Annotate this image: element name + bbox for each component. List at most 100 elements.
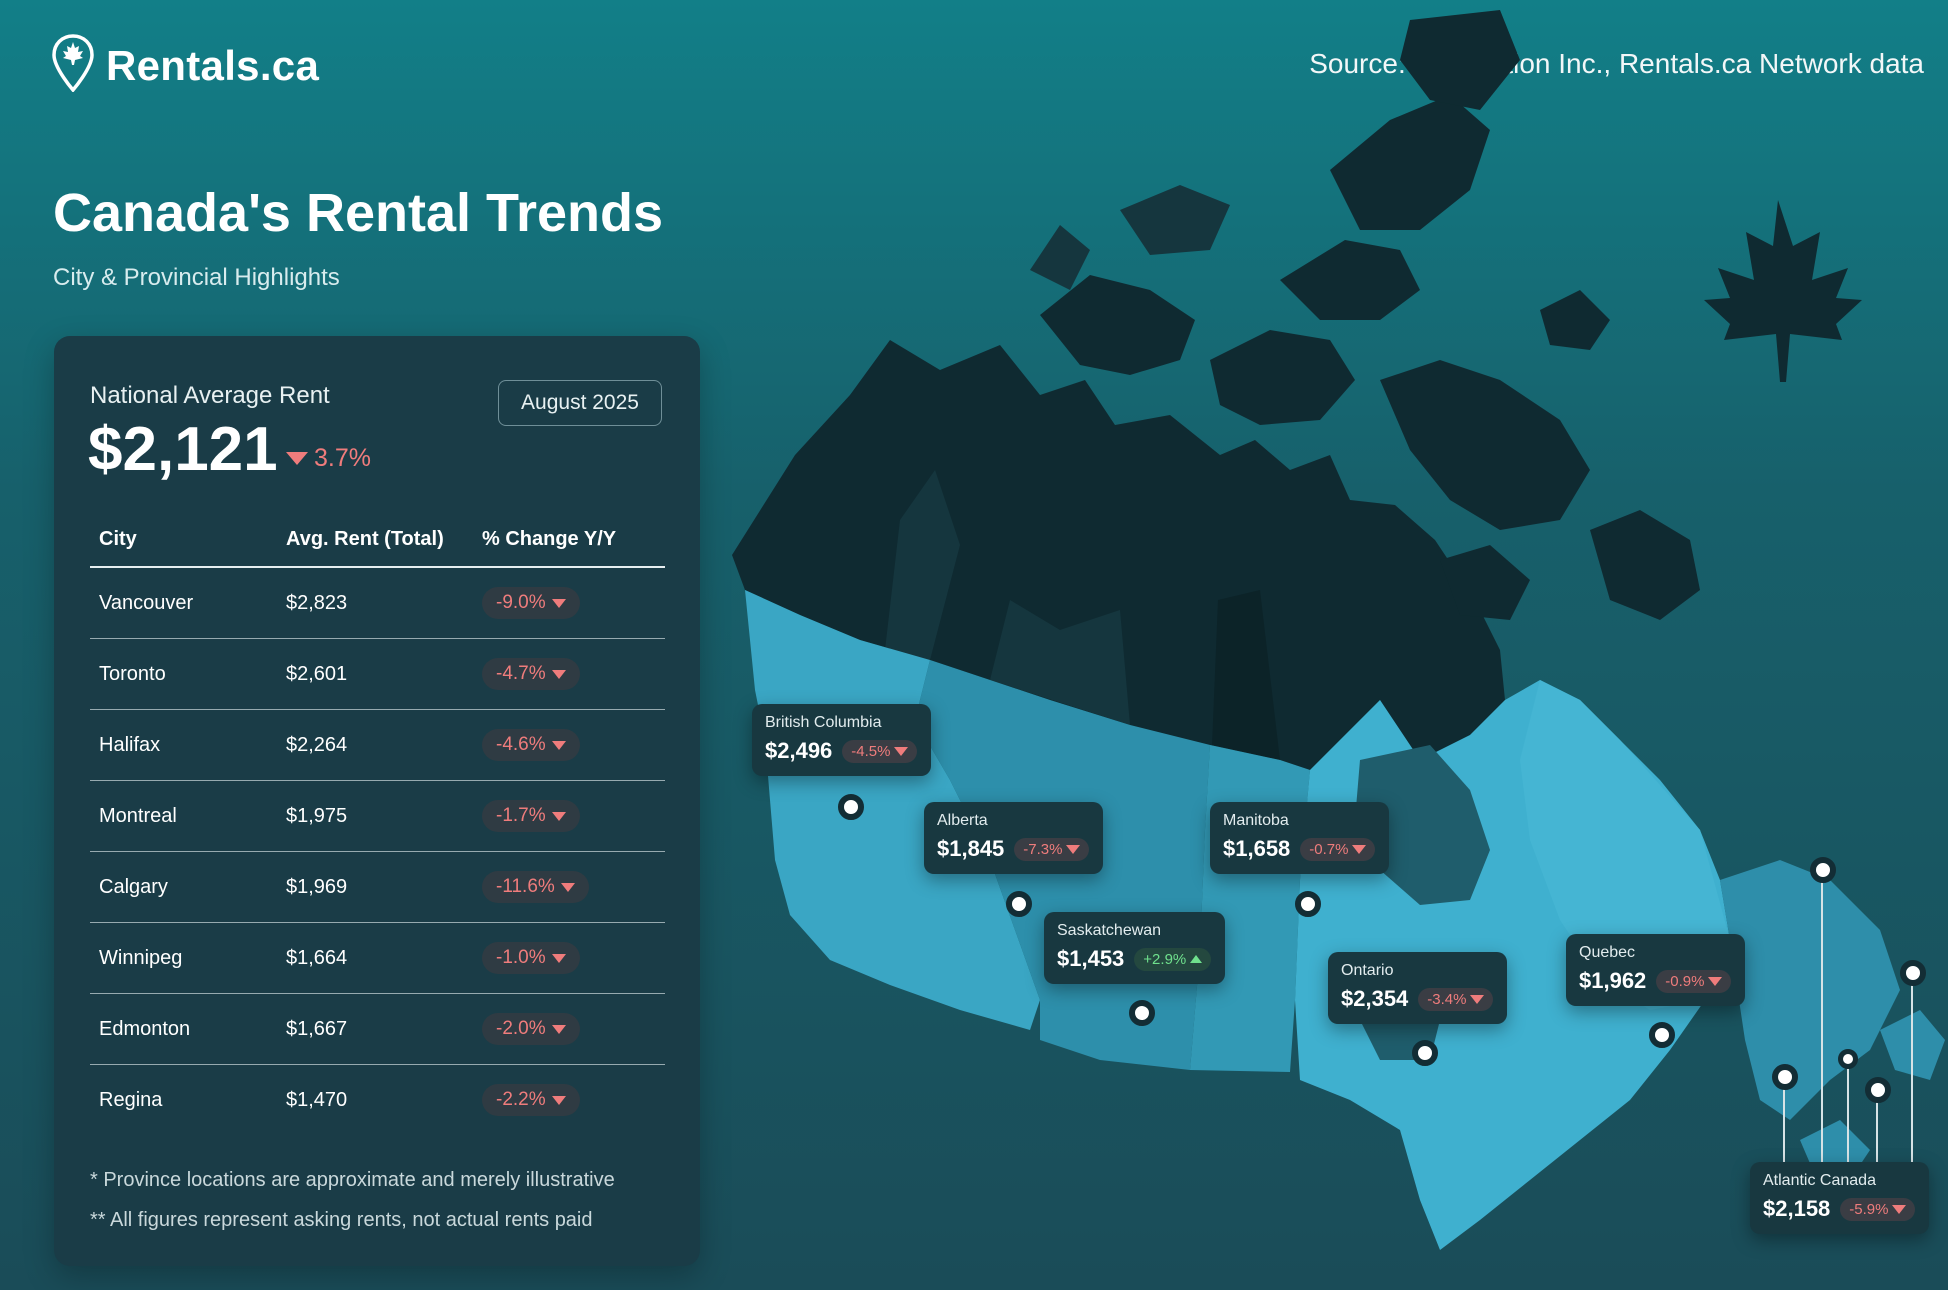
atlantic-location-dot (1772, 1064, 1798, 1090)
city-rent: $1,667 (286, 1017, 348, 1040)
atlantic-location-dot (1810, 857, 1836, 883)
national-average-value: $2,121 (88, 415, 278, 484)
up-arrow-icon (1190, 955, 1203, 963)
arctic-islands (1040, 275, 1195, 375)
down-arrow-icon (1352, 844, 1367, 854)
change-badge: -1.0% (482, 942, 580, 974)
province-card-alberta: Alberta $1,845 -7.3% (924, 802, 1104, 874)
province-name: Saskatchewan (1057, 922, 1162, 939)
page-title: Canada's Rental Trends (53, 183, 664, 243)
column-header-change: % Change Y/Y (482, 527, 617, 550)
territories-region (732, 340, 1505, 770)
change-badge: -4.7% (482, 658, 580, 690)
province-rent: $2,354 (1341, 986, 1409, 1011)
brand-name: Rentals.ca (106, 41, 320, 89)
table-row: Toronto $2,601 -4.7% (90, 639, 665, 710)
change-badge: -2.2% (482, 1084, 580, 1116)
down-arrow-icon (1470, 994, 1485, 1004)
province-name: Alberta (937, 812, 988, 829)
column-header-city: City (99, 527, 137, 550)
column-header-rent: Avg. Rent (Total) (286, 527, 444, 550)
national-change: 3.7% (286, 444, 371, 473)
saskatchewan-location-dot (1129, 1000, 1155, 1026)
city-name: Edmonton (99, 1017, 191, 1040)
table-row: Regina $1,470 -2.2% (90, 1065, 665, 1135)
province-card-british-columbia: British Columbia $2,496 -4.5% (752, 704, 932, 776)
table-row: Calgary $1,969 -11.6% (90, 852, 665, 923)
change-badge: -11.6% (482, 871, 589, 903)
manitoba-location-dot (1295, 891, 1321, 917)
province-rent: $2,158 (1763, 1196, 1831, 1221)
down-arrow-icon (1708, 976, 1723, 986)
city-name: Calgary (99, 875, 168, 898)
table-row: Vancouver $2,823 -9.0% (90, 568, 665, 639)
maple-leaf-icon (1704, 200, 1862, 382)
down-arrow-icon (551, 953, 566, 963)
down-arrow-icon (551, 1095, 566, 1105)
province-card-quebec: Quebec $1,962 -0.9% (1566, 934, 1746, 1006)
atlantic-location-dot (1900, 960, 1926, 986)
province-name: Ontario (1341, 962, 1394, 979)
city-name: Regina (99, 1088, 163, 1111)
province-card-manitoba: Manitoba $1,658 -0.7% (1210, 802, 1390, 874)
city-rent: $1,969 (286, 875, 348, 898)
province-rent: $1,658 (1223, 836, 1291, 861)
city-rent: $2,264 (286, 733, 348, 756)
city-rent: $1,664 (286, 946, 348, 969)
national-summary-panel: National Average Rent $2,121 3.7% August… (54, 336, 700, 1266)
down-arrow-icon (1892, 1204, 1907, 1214)
city-name: Montreal (99, 804, 177, 827)
province-rent: $1,845 (937, 836, 1005, 861)
province-rent: $1,962 (1579, 968, 1647, 993)
province-name: British Columbia (765, 714, 882, 731)
change-badge: -2.0% (482, 1013, 580, 1045)
map-pin-maple-leaf-icon (52, 34, 94, 97)
change-badge: -4.5% (842, 739, 918, 763)
footnote: * Province locations are approximate and… (90, 1169, 615, 1191)
brand-logo: Rentals.ca (52, 34, 319, 97)
change-badge: -3.4% (1418, 987, 1494, 1011)
atlantic-location-dot (1865, 1077, 1891, 1103)
table-row: Edmonton $1,667 -2.0% (90, 994, 665, 1065)
down-arrow-icon (560, 882, 575, 892)
period-badge: August 2025 (498, 380, 662, 426)
city-rent-table: City Avg. Rent (Total) % Change Y/Y Vanc… (90, 512, 665, 1135)
city-name: Vancouver (99, 591, 194, 614)
city-rent: $2,601 (286, 662, 348, 685)
atlantic-location-dot (1838, 1049, 1858, 1069)
change-badge: -5.9% (1840, 1197, 1916, 1221)
table-row: Winnipeg $1,664 -1.0% (90, 923, 665, 994)
page-subtitle: City & Provincial Highlights (53, 264, 340, 291)
city-rent: $1,470 (286, 1088, 348, 1111)
province-card-saskatchewan: Saskatchewan $1,453 +2.9% (1044, 912, 1226, 984)
province-rent: $2,496 (765, 738, 833, 763)
table-header: City Avg. Rent (Total) % Change Y/Y (90, 512, 665, 568)
british-columbia-region (745, 590, 1040, 1030)
down-arrow-icon (551, 811, 566, 821)
down-arrow-icon (286, 452, 308, 465)
down-arrow-icon (551, 669, 566, 679)
change-badge: -0.7% (1300, 837, 1376, 861)
city-rent: $2,823 (286, 591, 348, 614)
city-name: Halifax (99, 733, 161, 756)
change-badge: -4.6% (482, 729, 580, 761)
change-badge: -1.7% (482, 800, 580, 832)
province-rent: $1,453 (1057, 946, 1125, 971)
change-badge: +2.9% (1134, 947, 1212, 971)
city-name: Toronto (99, 662, 166, 685)
down-arrow-icon (551, 1024, 566, 1034)
footnote: ** All figures represent asking rents, n… (90, 1209, 593, 1231)
change-badge: -7.3% (1014, 837, 1090, 861)
quebec-location-dot (1649, 1022, 1675, 1048)
change-badge: -0.9% (1656, 969, 1732, 993)
national-average-label: National Average Rent (90, 382, 330, 409)
table-row: Halifax $2,264 -4.6% (90, 710, 665, 781)
bc-location-dot (838, 794, 864, 820)
footnotes: * Province locations are approximate and… (90, 1160, 615, 1240)
province-name: Manitoba (1223, 812, 1289, 829)
province-name: Quebec (1579, 944, 1636, 961)
city-name: Winnipeg (99, 946, 183, 969)
province-name: Atlantic Canada (1763, 1172, 1876, 1189)
change-badge: -9.0% (482, 587, 580, 619)
ontario-location-dot (1412, 1040, 1438, 1066)
